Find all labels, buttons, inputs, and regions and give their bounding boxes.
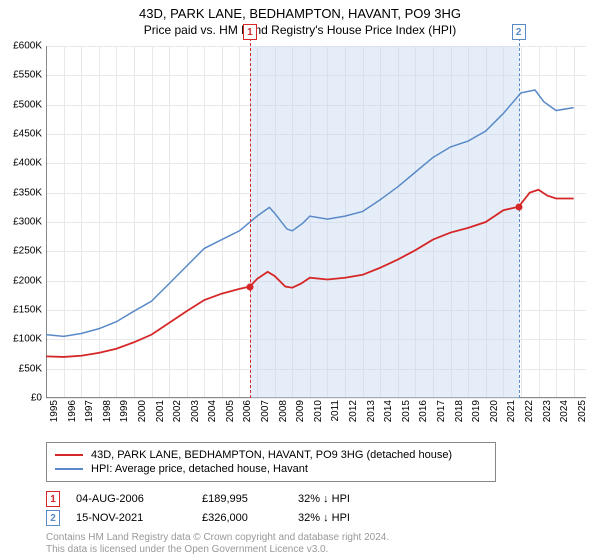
- chart: £0£50K£100K£150K£200K£250K£300K£350K£400…: [46, 46, 586, 412]
- sale-row: 1 04-AUG-2006 £189,995 32% ↓ HPI: [46, 491, 388, 507]
- x-tick-label: 2002: [172, 400, 183, 422]
- sale-marker: 2: [46, 510, 60, 526]
- x-tick-label: 2006: [242, 400, 253, 422]
- y-tick-label: £50K: [19, 363, 42, 374]
- legend: 43D, PARK LANE, BEDHAMPTON, HAVANT, PO9 …: [46, 442, 496, 482]
- subtitle: Price paid vs. HM Land Registry's House …: [0, 23, 600, 37]
- x-tick-label: 2025: [577, 400, 588, 422]
- x-tick-label: 1997: [84, 400, 95, 422]
- x-tick-label: 2008: [278, 400, 289, 422]
- event-marker-2: 2: [512, 24, 526, 40]
- x-tick-label: 2024: [559, 400, 570, 422]
- y-tick-label: £550K: [13, 70, 42, 81]
- x-tick-label: 2021: [506, 400, 517, 422]
- x-tick-label: 2018: [454, 400, 465, 422]
- x-tick-label: 2012: [348, 400, 359, 422]
- address-title: 43D, PARK LANE, BEDHAMPTON, HAVANT, PO9 …: [0, 6, 600, 21]
- series-hpi: [46, 90, 574, 336]
- y-tick-label: £350K: [13, 187, 42, 198]
- y-tick-label: £100K: [13, 334, 42, 345]
- x-tick-label: 2000: [137, 400, 148, 422]
- sales-table: 1 04-AUG-2006 £189,995 32% ↓ HPI 2 15-NOV-202…: [46, 488, 388, 529]
- y-tick-label: £400K: [13, 158, 42, 169]
- sale-marker: 1: [46, 491, 60, 507]
- x-tick-label: 2007: [260, 400, 271, 422]
- event-marker-1: 1: [243, 24, 257, 40]
- sale-pct: 32% ↓ HPI: [298, 512, 388, 524]
- sale-price: £189,995: [202, 493, 282, 505]
- x-tick-label: 1998: [102, 400, 113, 422]
- legend-swatch-2: [55, 468, 83, 470]
- x-tick-label: 2019: [471, 400, 482, 422]
- sale-price: £326,000: [202, 512, 282, 524]
- x-tick-label: 1996: [67, 400, 78, 422]
- x-tick-label: 2003: [190, 400, 201, 422]
- x-tick-label: 2023: [542, 400, 553, 422]
- x-tick-label: 2011: [330, 400, 341, 422]
- x-tick-label: 2010: [313, 400, 324, 422]
- sale-date: 15-NOV-2021: [76, 512, 186, 524]
- footer: Contains HM Land Registry data © Crown c…: [46, 532, 389, 556]
- y-tick-label: £200K: [13, 275, 42, 286]
- x-tick-label: 2020: [489, 400, 500, 422]
- x-tick-label: 2015: [401, 400, 412, 422]
- x-tick-label: 2009: [295, 400, 306, 422]
- x-tick-label: 2017: [436, 400, 447, 422]
- x-tick-label: 2013: [366, 400, 377, 422]
- y-tick-label: £450K: [13, 129, 42, 140]
- x-tick-label: 1995: [49, 400, 60, 422]
- x-tick-label: 2022: [524, 400, 535, 422]
- x-tick-label: 2016: [418, 400, 429, 422]
- footer-copyright: Contains HM Land Registry data © Crown c…: [46, 532, 389, 544]
- legend-label-1: 43D, PARK LANE, BEDHAMPTON, HAVANT, PO9 …: [91, 449, 452, 461]
- sale-pct: 32% ↓ HPI: [298, 493, 388, 505]
- series-price_paid: [46, 190, 574, 357]
- y-tick-label: £150K: [13, 305, 42, 316]
- sale-row: 2 15-NOV-2021 £326,000 32% ↓ HPI: [46, 510, 388, 526]
- y-tick-label: £500K: [13, 99, 42, 110]
- x-tick-label: 2005: [225, 400, 236, 422]
- y-tick-label: £250K: [13, 246, 42, 257]
- x-tick-label: 2014: [383, 400, 394, 422]
- x-tick-label: 2004: [207, 400, 218, 422]
- sale-date: 04-AUG-2006: [76, 493, 186, 505]
- legend-swatch-1: [55, 454, 83, 456]
- legend-label-2: HPI: Average price, detached house, Hava…: [91, 463, 308, 475]
- y-tick-label: £0: [31, 393, 42, 404]
- y-tick-label: £300K: [13, 217, 42, 228]
- x-tick-label: 1999: [119, 400, 130, 422]
- x-tick-label: 2001: [155, 400, 166, 422]
- footer-licence: This data is licensed under the Open Gov…: [46, 544, 389, 556]
- y-tick-label: £600K: [13, 41, 42, 52]
